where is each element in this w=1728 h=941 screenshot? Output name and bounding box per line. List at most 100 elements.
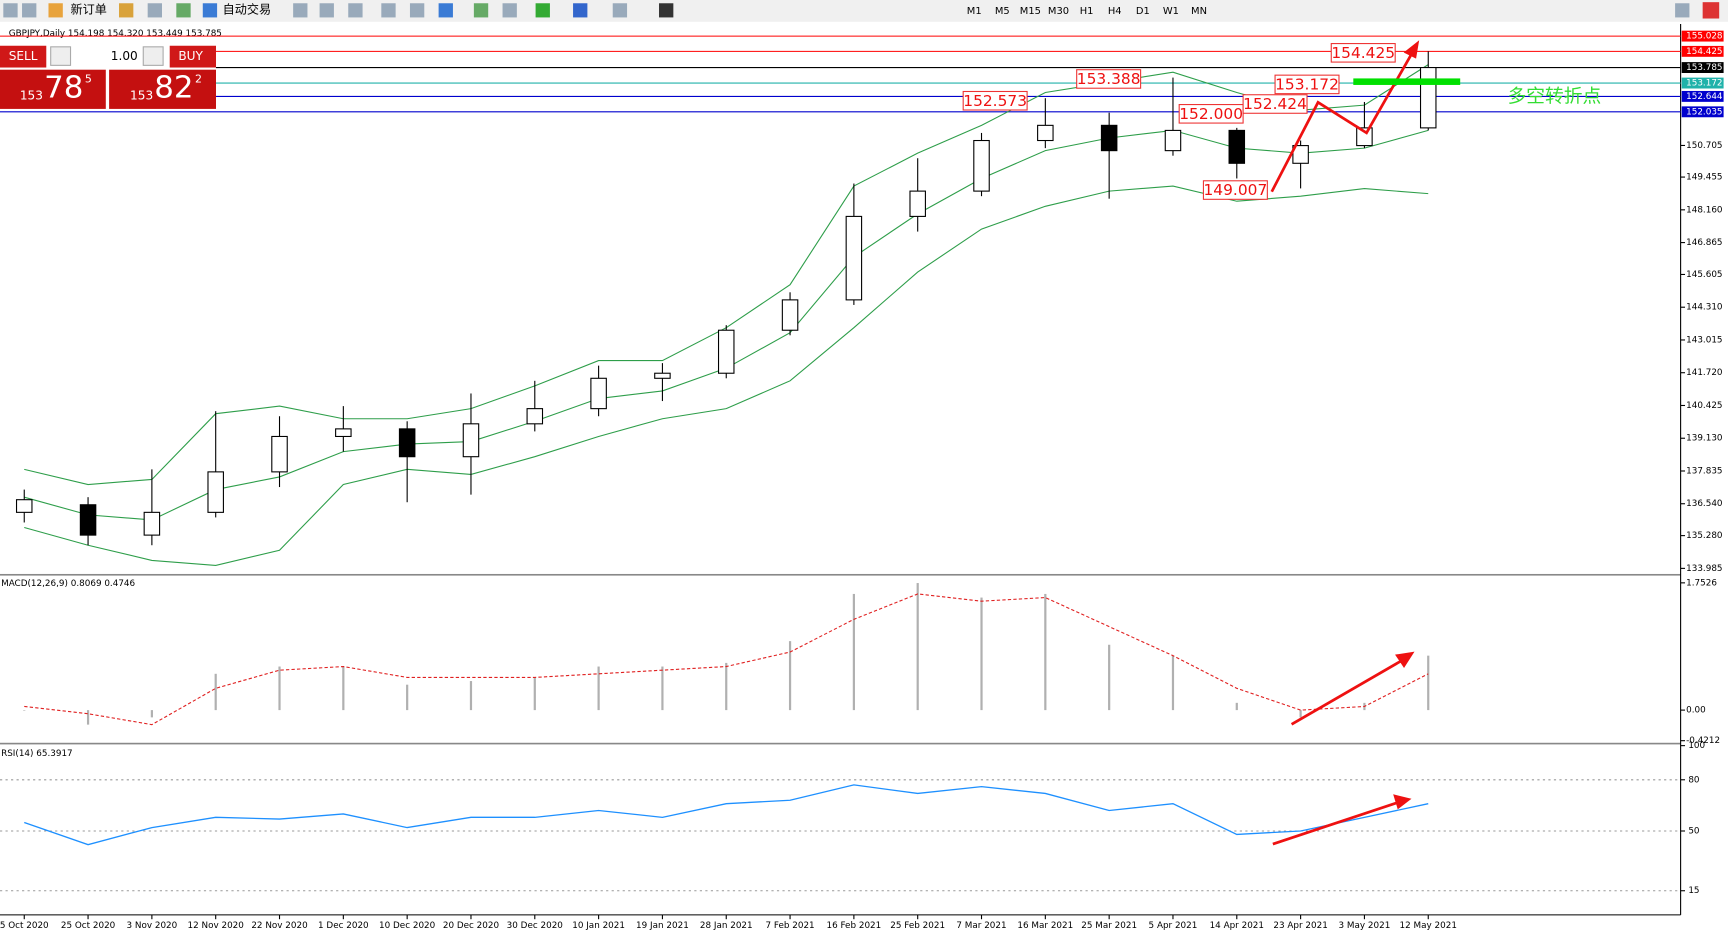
timeframe-button[interactable]: M15 — [1020, 6, 1041, 17]
macd-signal — [24, 593, 1429, 726]
x-tick-label: 10 Dec 2020 — [379, 921, 435, 931]
sell-price-big: 153 — [20, 88, 43, 102]
bollinger-lower — [24, 185, 1429, 567]
bollinger-upper — [24, 64, 1429, 486]
candle-body — [1292, 145, 1309, 164]
x-tick-label: 7 Mar 2021 — [956, 921, 1006, 931]
macd-bar — [1235, 702, 1238, 711]
x-tick-label: 23 Apr 2021 — [1273, 921, 1327, 931]
macd-bar — [86, 710, 90, 725]
candle-body — [398, 428, 416, 458]
timeframe-button[interactable]: MN — [1191, 6, 1207, 17]
macd-bar — [980, 597, 983, 711]
price-level-tag — [1681, 77, 1724, 89]
macd-bar — [916, 583, 919, 711]
price-level-tag — [1681, 62, 1724, 73]
x-tick-label: 1 Dec 2020 — [318, 921, 369, 931]
x-tick-label: 5 Oct 2020 — [0, 921, 49, 931]
timeframes: M1 M5 M15 M30 H1 H4 D1 W1 MN — [967, 6, 1207, 17]
timeframe-button[interactable]: M1 — [967, 6, 982, 17]
candle-body — [15, 499, 33, 513]
y-tick-label: 15 — [1688, 886, 1699, 896]
rsi-line — [24, 784, 1429, 846]
x-tick-label: 3 Nov 2020 — [126, 921, 177, 931]
x-tick-label: 19 Jan 2021 — [636, 921, 689, 931]
buy-button[interactable]: BUY — [178, 49, 203, 63]
price-callout: 153.388 — [1077, 70, 1141, 88]
x-tick-label: 25 Oct 2020 — [61, 921, 115, 931]
candle-body — [909, 190, 926, 217]
price-callout-box — [1202, 180, 1268, 200]
price-level-tag — [1681, 30, 1724, 42]
y-tick-label: 146.865 — [1686, 238, 1722, 248]
x-tick-label: 12 Nov 2020 — [188, 921, 244, 931]
timeframe-button[interactable]: M30 — [1048, 6, 1069, 17]
candle-body — [271, 435, 288, 473]
y-tick-label: 145.605 — [1686, 270, 1722, 280]
x-tick-label: 20 Dec 2020 — [443, 921, 499, 931]
x-tick-label: 14 Apr 2021 — [1210, 921, 1264, 931]
chart-title: GBPJPY,Daily 154.198 154.320 153.449 153… — [9, 29, 222, 39]
timeframe-button[interactable]: H4 — [1108, 6, 1122, 17]
candle-body — [462, 423, 480, 458]
candle-body — [717, 329, 735, 374]
y-tick-label: 149.455 — [1686, 173, 1722, 183]
candle-body — [143, 511, 161, 536]
macd-bar — [150, 710, 153, 718]
new-order-button[interactable]: 新订单 — [71, 1, 107, 16]
rsi-title: RSI(14) 65.3917 — [1, 749, 73, 759]
x-tick-label: 3 May 2021 — [1339, 921, 1391, 931]
turning-zone-marker — [1353, 78, 1461, 85]
timeframe-button[interactable]: D1 — [1136, 6, 1150, 17]
macd-bar — [852, 593, 855, 711]
toolbar — [0, 0, 1728, 22]
price-level-label: 153.172 — [1686, 79, 1722, 89]
candle-body — [845, 215, 863, 301]
timeframe-button[interactable]: W1 — [1163, 6, 1179, 17]
x-tick-label: 16 Feb 2021 — [826, 921, 881, 931]
auto-trading-button[interactable]: 自动交易 — [223, 1, 271, 16]
timeframe-button[interactable]: M5 — [995, 6, 1010, 17]
candle-body — [781, 299, 799, 331]
price-callout-box — [1330, 43, 1396, 63]
macd-bar — [788, 641, 792, 711]
price-callout: 152.000 — [1179, 105, 1243, 123]
price-level-tag — [1681, 90, 1724, 102]
pane-divider — [0, 742, 1681, 745]
candle-body — [654, 372, 671, 379]
macd-bar — [23, 710, 26, 711]
price-level-label: 154.425 — [1686, 47, 1722, 57]
macd-bar — [406, 684, 409, 711]
timeframe-button[interactable]: H1 — [1080, 6, 1094, 17]
x-tick-label: 30 Dec 2020 — [507, 921, 563, 931]
macd-bar — [725, 662, 728, 711]
sell-price-main: 78 — [44, 71, 83, 106]
x-tick-label: 16 Mar 2021 — [1017, 921, 1073, 931]
y-tick-label: 141.720 — [1686, 368, 1722, 378]
y-tick-label: 150.705 — [1686, 141, 1722, 151]
price-level-label: 153.785 — [1686, 63, 1722, 73]
candle-body — [526, 408, 544, 425]
sell-price-sup: 5 — [85, 73, 92, 86]
macd-bar — [1299, 710, 1302, 718]
macd-bar — [533, 677, 536, 711]
x-tick-label: 12 May 2021 — [1400, 921, 1457, 931]
macd-bar — [1108, 644, 1111, 711]
y-tick-label: 50 — [1688, 827, 1699, 837]
macd-bar — [342, 666, 345, 711]
macd-bar — [278, 666, 281, 711]
y-tick-label: 144.310 — [1686, 303, 1722, 313]
candle-body — [973, 139, 990, 192]
x-tick-label: 10 Jan 2021 — [572, 921, 625, 931]
y-tick-label: 100 — [1688, 741, 1705, 751]
y-tick-label: 133.985 — [1686, 564, 1722, 574]
y-tick-label: 80 — [1688, 775, 1699, 785]
x-tick-label: 5 Apr 2021 — [1149, 921, 1198, 931]
pane-divider — [0, 573, 1681, 576]
candle-body — [207, 471, 224, 513]
sell-button[interactable]: SELL — [9, 49, 38, 63]
price-callout-box — [1242, 94, 1308, 114]
price-level-label: 152.035 — [1686, 107, 1722, 117]
lots-input[interactable]: 1.00 — [111, 49, 138, 63]
